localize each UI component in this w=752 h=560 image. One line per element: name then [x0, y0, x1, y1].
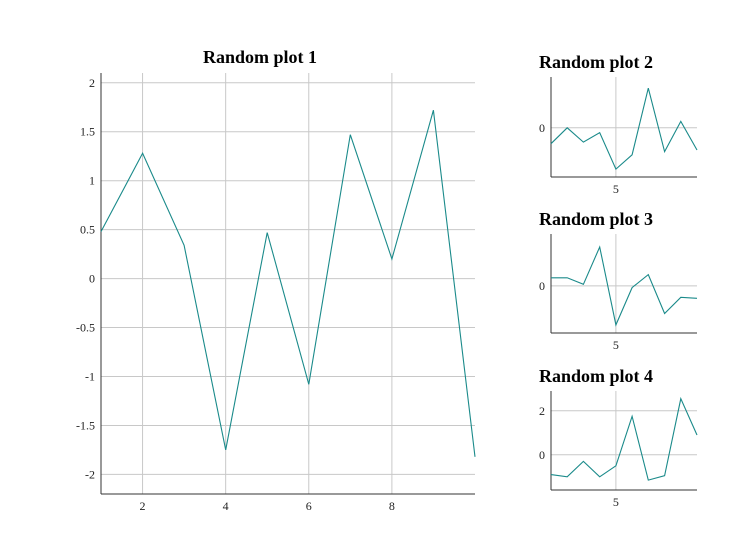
x-tick-label: 5 — [613, 338, 619, 352]
x-tick-label: 2 — [140, 499, 146, 513]
y-tick-label: 1.5 — [80, 125, 95, 139]
x-tick-label: 5 — [613, 495, 619, 509]
chart-title: Random plot 1 — [203, 47, 317, 67]
y-tick-label: 0 — [539, 448, 545, 462]
y-tick-label: 2 — [89, 76, 95, 90]
y-tick-label: -1.5 — [76, 418, 95, 432]
chart-panel-3: Random plot 3 5 0 — [539, 209, 698, 352]
x-tick-label: 6 — [306, 499, 312, 513]
chart-title: Random plot 2 — [539, 52, 653, 72]
chart-panel-1: Random plot 1 2 4 6 8 2 1.5 1 0.5 0 -0.5 -1 -1.5 -2 — [76, 47, 476, 513]
chart-title: Random plot 3 — [539, 209, 653, 229]
y-tick-label: -0.5 — [76, 321, 95, 335]
y-tick-label: 0.5 — [80, 223, 95, 237]
chart-panel-4: Random plot 4 5 2 0 — [539, 366, 698, 509]
y-tick-label: 0 — [89, 272, 95, 286]
y-tick-label: -1 — [85, 370, 95, 384]
series-line — [550, 87, 698, 171]
chart-title: Random plot 4 — [539, 366, 653, 386]
x-tick-label: 5 — [613, 182, 619, 196]
series-line — [100, 110, 476, 457]
series-line — [551, 245, 698, 327]
series-line — [550, 396, 698, 481]
chart-panel-2: Random plot 2 5 0 — [539, 52, 698, 196]
y-tick-label: -2 — [85, 467, 95, 481]
x-tick-label: 8 — [389, 499, 395, 513]
y-tick-label: 1 — [89, 174, 95, 188]
x-tick-label: 4 — [223, 499, 229, 513]
y-tick-label: 0 — [539, 279, 545, 293]
y-tick-label: 0 — [539, 121, 545, 135]
y-tick-label: 2 — [539, 404, 545, 418]
